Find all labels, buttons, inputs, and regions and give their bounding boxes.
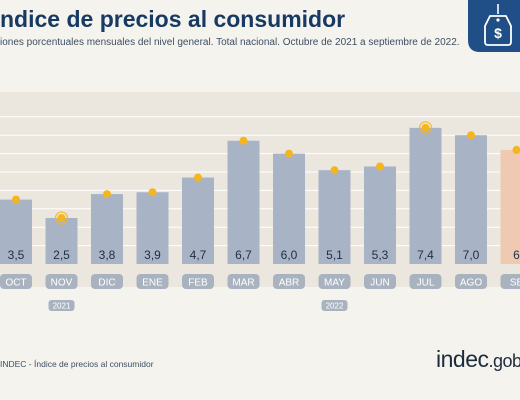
data-point <box>103 190 111 199</box>
bar-may <box>318 170 351 264</box>
dot-ring <box>54 211 69 225</box>
data-point <box>239 136 248 145</box>
month-label: ABR <box>279 278 300 289</box>
month-pill <box>227 274 260 289</box>
source-note: INDEC - Índice de precios al consumidor <box>0 359 154 369</box>
data-point <box>376 162 384 171</box>
month-label: OCT <box>5 278 26 289</box>
bar-oct <box>0 199 32 264</box>
month-label: MAR <box>232 278 254 289</box>
plot-background <box>0 92 520 287</box>
data-point <box>12 195 20 204</box>
month-label: JUL <box>417 278 435 289</box>
data-point <box>330 166 339 175</box>
data-point <box>148 188 157 197</box>
month-pill <box>0 274 32 289</box>
value-label: 6 <box>513 248 520 262</box>
month-pill <box>273 274 305 289</box>
value-label: 6,7 <box>235 248 252 262</box>
chart-title: ndice de precios al consumidor <box>0 6 346 32</box>
bar-dic <box>91 194 123 264</box>
month-pill <box>45 274 78 289</box>
month-label: SE <box>510 278 520 289</box>
month-pill <box>318 274 351 289</box>
value-label: 5,3 <box>372 248 389 262</box>
bar-ago <box>455 135 487 264</box>
month-pill <box>182 274 214 289</box>
month-label: ENE <box>142 278 163 289</box>
value-label: 2,5 <box>53 248 70 262</box>
value-label: 4,7 <box>190 248 207 262</box>
value-label: 3,5 <box>8 248 25 262</box>
month-label: DIC <box>98 278 115 289</box>
value-label: 6,0 <box>281 248 298 262</box>
bar-nov <box>45 218 78 264</box>
year-pill <box>321 300 348 311</box>
chart-subtitle: iones porcentuales mensuales del nivel g… <box>0 37 460 48</box>
month-pill <box>136 274 169 289</box>
month-label: JUN <box>370 278 389 289</box>
value-label: 7,0 <box>463 248 480 262</box>
data-point <box>57 214 66 222</box>
bar-mar <box>227 140 260 264</box>
bar-se <box>500 149 520 264</box>
svg-text:$: $ <box>494 25 502 41</box>
month-pill <box>409 274 442 289</box>
bar-abr <box>273 153 305 264</box>
month-label: AGO <box>460 278 482 289</box>
data-point <box>467 131 475 140</box>
month-label: FEB <box>188 278 208 289</box>
value-label: 7,4 <box>417 248 434 262</box>
indec-logo: indec.gob <box>436 346 520 373</box>
dot-ring <box>418 121 433 135</box>
value-label: 3,8 <box>99 248 116 262</box>
month-pill <box>91 274 123 289</box>
data-point <box>421 123 430 132</box>
price-tag-icon: $ <box>468 0 520 52</box>
bar-ene <box>136 192 169 264</box>
bar-jun <box>364 166 396 264</box>
data-point <box>285 149 293 158</box>
month-pill <box>500 274 520 289</box>
data-point <box>512 145 520 154</box>
year-pill <box>48 300 75 311</box>
month-pill <box>455 274 487 289</box>
value-label: 3,9 <box>144 248 161 262</box>
month-label: MAY <box>324 278 345 289</box>
year-label: 2021 <box>53 302 71 311</box>
value-label: 5,1 <box>326 248 343 262</box>
year-label: 2022 <box>326 302 344 311</box>
logo-suffix: .gob <box>488 351 520 371</box>
bar-jul <box>409 127 442 264</box>
month-pill <box>364 274 396 289</box>
bar-feb <box>182 177 214 264</box>
logo-main: indec <box>436 346 489 372</box>
month-label: NOV <box>51 278 73 289</box>
data-point <box>194 173 202 182</box>
